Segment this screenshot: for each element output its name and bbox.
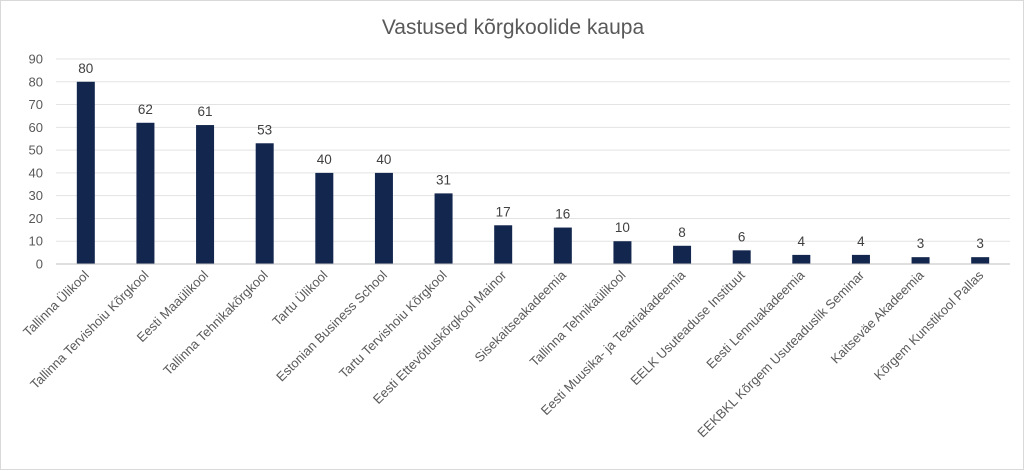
y-tick-label: 10 bbox=[29, 234, 43, 249]
y-tick-label: 60 bbox=[29, 120, 43, 135]
data-label: 31 bbox=[436, 172, 451, 187]
gridlines bbox=[56, 58, 1010, 242]
data-label: 10 bbox=[615, 220, 630, 235]
x-tick-label: Tartu Ülikool bbox=[269, 267, 330, 328]
y-tick-label: 50 bbox=[29, 143, 43, 158]
chart-title: Vastused kõrgkoolide kaupa bbox=[382, 16, 645, 39]
data-label: 17 bbox=[496, 204, 511, 219]
bar bbox=[851, 254, 870, 264]
bars bbox=[76, 81, 990, 265]
x-tick-label: Tartu Tervishoiu Kõrgkool bbox=[336, 267, 450, 381]
y-tick-label: 80 bbox=[29, 74, 43, 89]
data-label: 62 bbox=[138, 102, 153, 117]
bar bbox=[494, 225, 513, 264]
data-label: 3 bbox=[917, 236, 925, 251]
bar bbox=[315, 172, 334, 264]
bar bbox=[792, 254, 811, 264]
data-label: 16 bbox=[555, 207, 570, 222]
y-tick-label: 90 bbox=[29, 52, 43, 67]
bar bbox=[613, 241, 632, 264]
data-label: 4 bbox=[857, 234, 865, 249]
y-tick-label: 30 bbox=[29, 188, 43, 203]
bar bbox=[732, 250, 751, 264]
y-tick-label: 40 bbox=[29, 165, 43, 180]
x-tick-label: Tallinna Tehnikakõrgkool bbox=[160, 267, 271, 378]
data-labels: 80 62 61 53 40 40 31 17 16 10 8 6 4 4 3 3 bbox=[78, 61, 984, 251]
data-label: 40 bbox=[317, 152, 332, 167]
bar bbox=[673, 245, 692, 264]
x-tick-label: Tallinna Tervishoiu Kõrgkool bbox=[27, 267, 151, 391]
data-label: 53 bbox=[257, 122, 272, 137]
data-label: 40 bbox=[376, 152, 391, 167]
bar bbox=[196, 125, 215, 264]
y-tick-label: 0 bbox=[36, 257, 43, 272]
data-label: 61 bbox=[198, 104, 213, 119]
bar bbox=[136, 122, 155, 265]
data-label: 80 bbox=[78, 61, 93, 76]
data-label: 8 bbox=[678, 225, 686, 240]
x-tick-label: Estonian Business School bbox=[273, 267, 390, 384]
x-tick-label: Kõrgem Kunstikool Pallas bbox=[871, 267, 987, 383]
bar bbox=[553, 227, 572, 264]
y-axis-ticks: 0 10 20 30 40 50 60 70 80 90 bbox=[29, 52, 43, 272]
bar bbox=[76, 81, 95, 265]
x-tick-label: Eesti Lennuakadeemia bbox=[703, 267, 808, 372]
bar bbox=[434, 193, 453, 264]
y-tick-label: 70 bbox=[29, 97, 43, 112]
data-label: 4 bbox=[798, 234, 806, 249]
bar bbox=[911, 257, 930, 264]
y-tick-label: 20 bbox=[29, 211, 43, 226]
bar bbox=[255, 143, 274, 264]
x-tick-label: EELK Usuteaduse Instituut bbox=[627, 267, 748, 388]
bar bbox=[374, 172, 393, 264]
data-label: 3 bbox=[976, 236, 984, 251]
bar bbox=[971, 257, 990, 264]
data-label: 6 bbox=[738, 229, 746, 244]
